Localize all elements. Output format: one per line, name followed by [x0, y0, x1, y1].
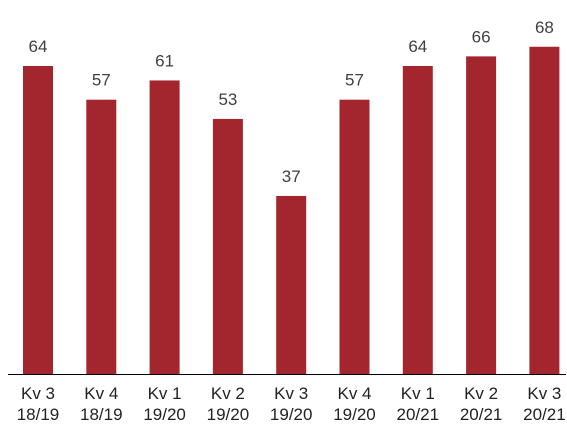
- x-tick-label-line: Kv 1: [401, 384, 435, 403]
- bar-5: [276, 195, 307, 374]
- bar-1: [23, 66, 53, 374]
- value-label-4: 53: [218, 90, 237, 109]
- x-tick-label-line: Kv 3: [527, 384, 561, 403]
- bar-9: [529, 46, 560, 374]
- value-label-3: 61: [155, 51, 174, 70]
- bar-3: [149, 80, 180, 374]
- value-label-2: 57: [92, 71, 111, 90]
- x-tick-label-3: Kv 1 19/20: [143, 384, 186, 424]
- x-tick-label-line: Kv 4: [337, 384, 371, 403]
- bar-7: [402, 66, 433, 374]
- x-tick-label-line: 19/20: [270, 405, 313, 424]
- x-tick-label-7: Kv 1 20/21: [397, 384, 440, 424]
- x-tick-label-line: Kv 3: [21, 384, 55, 403]
- bar-4: [212, 118, 243, 374]
- x-tick-label-9: Kv 3 20/21: [523, 384, 566, 424]
- bar-2: [86, 99, 117, 374]
- bar-8: [466, 56, 497, 375]
- value-label-9: 68: [535, 18, 554, 37]
- x-tick-label-line: 19/20: [143, 405, 186, 424]
- bars-layer: [23, 46, 560, 375]
- x-tick-label-line: Kv 4: [84, 384, 118, 403]
- x-tick-label-2: Kv 4 18/19: [80, 384, 123, 424]
- value-label-5: 37: [282, 167, 301, 186]
- x-tick-label-line: 20/21: [397, 405, 440, 424]
- x-tick-label-line: 18/19: [80, 405, 123, 424]
- x-tick-label-6: Kv 4 19/20: [333, 384, 376, 424]
- x-tick-label-line: Kv 1: [148, 384, 182, 403]
- x-tick-label-line: 18/19: [17, 405, 60, 424]
- x-tick-label-line: 19/20: [333, 405, 376, 424]
- value-label-1: 64: [29, 37, 48, 56]
- bar-6: [339, 99, 370, 374]
- x-tick-label-5: Kv 3 19/20: [270, 384, 313, 424]
- x-tick-label-1: Kv 3 18/19: [17, 384, 60, 424]
- x-tick-label-line: 20/21: [523, 405, 566, 424]
- x-tick-label-8: Kv 2 20/21: [460, 384, 503, 424]
- x-tick-label-line: 20/21: [460, 405, 503, 424]
- value-label-8: 66: [472, 27, 491, 46]
- value-label-7: 64: [408, 37, 427, 56]
- value-label-6: 57: [345, 71, 364, 90]
- x-tick-label-line: Kv 3: [274, 384, 308, 403]
- x-tick-label-line: Kv 2: [211, 384, 245, 403]
- value-labels-layer: 64 57 61 53 37 57 64 66 68: [29, 18, 554, 186]
- x-tick-label-4: Kv 2 19/20: [207, 384, 250, 424]
- x-tick-label-line: Kv 2: [464, 384, 498, 403]
- x-tick-label-line: 19/20: [207, 405, 250, 424]
